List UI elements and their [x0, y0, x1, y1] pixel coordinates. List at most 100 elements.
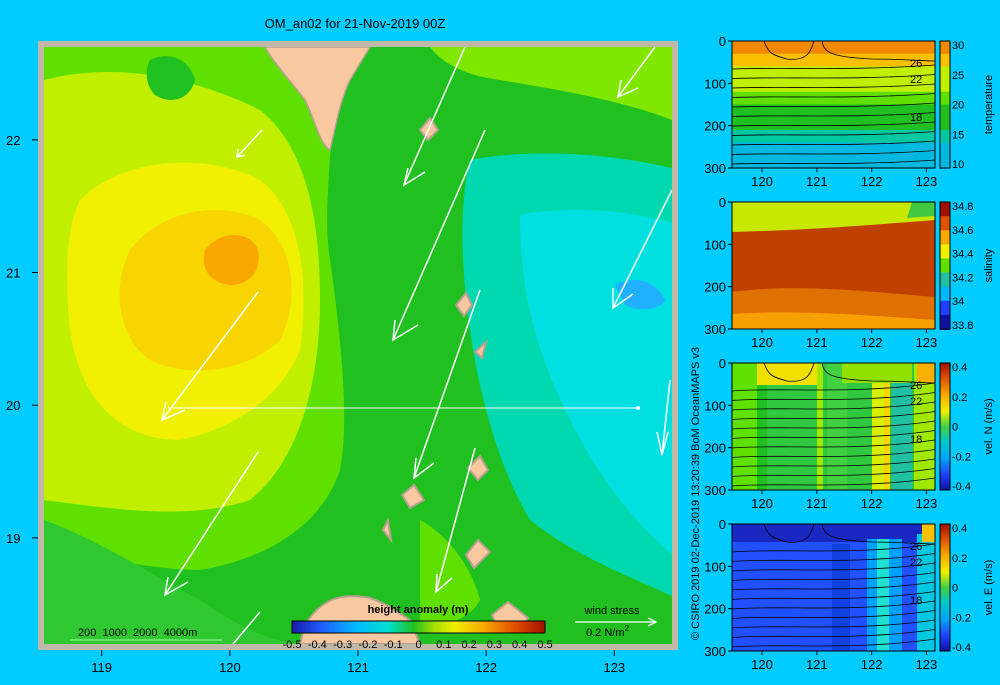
section-field [732, 202, 935, 329]
wind-arrow [402, 47, 466, 187]
panel-colorbar-tick: 10 [952, 159, 964, 171]
salinity-deep-2 [732, 312, 935, 329]
wind-arrow [160, 291, 259, 422]
isotherm-contour [732, 93, 935, 98]
panel-colorbar-tick: 0 [952, 583, 958, 595]
contour-label: 22 [910, 396, 922, 408]
isotherm-contour [763, 363, 815, 382]
depth-tick-label: 0 [719, 517, 726, 532]
panel-colorbar-tick: -0.4 [952, 481, 971, 493]
land-taiwan [264, 47, 371, 152]
section-lon-tick-label: 121 [806, 174, 828, 189]
land-islet-7 [464, 538, 492, 570]
isotherm-contour [732, 553, 935, 562]
field-n-green [146, 56, 195, 100]
depth-tick-label: 0 [719, 195, 726, 210]
colorbar-cell [940, 104, 950, 119]
section-lon-tick-label: 122 [861, 335, 883, 350]
colorbar-tick-label: -0.3 [333, 639, 352, 651]
panel-colorbar-tick: -0.2 [952, 451, 971, 463]
vele-column-3 [877, 539, 889, 651]
isotherm-contour [732, 591, 935, 600]
field-eddy-yellow [119, 210, 292, 371]
colorbar-tick-label: -0.2 [358, 639, 377, 651]
section-lon-tick-label: 120 [751, 496, 773, 511]
isotherm-contour [732, 629, 935, 638]
isotherm-contour [821, 363, 935, 384]
colorbar-cell [940, 244, 950, 260]
height-anomaly-colorbar [291, 620, 546, 634]
land-islet-5 [400, 483, 426, 510]
section-panel-salinity: 0 100 200 300 120 121 122 123 34.8 34.6 34.4 34.2 34… [704, 195, 995, 350]
panel-colorbar-tick: 33.8 [952, 320, 973, 332]
isotherm-contour [732, 83, 935, 89]
panel-colorbar-tick: 0.2 [952, 392, 967, 404]
isotherm-contour [732, 562, 935, 572]
veln-surface-2 [842, 363, 912, 383]
wind-arrow [656, 379, 671, 456]
veln-column [827, 363, 847, 490]
land-islet-4 [466, 454, 490, 482]
panel-colorbar [939, 201, 951, 330]
isotherm-contour [732, 411, 935, 420]
section-field: 26 22 18 [732, 524, 935, 651]
isotherm-contour [732, 477, 935, 487]
section-frame [731, 40, 936, 169]
colorbar-cell [940, 524, 950, 651]
isotherm-contour [732, 131, 935, 136]
isotherm-contour [732, 150, 935, 155]
section-lon-tick-label: 122 [861, 657, 883, 672]
section-lon-tick-label: 122 [861, 496, 883, 511]
colorbar-cell [940, 79, 950, 93]
map-lon-tick-label: 123 [603, 660, 625, 675]
section-lon-tick-label: 123 [916, 657, 938, 672]
panel-colorbar-tick: 15 [952, 129, 964, 141]
isotherm-contour [732, 74, 935, 79]
isotherm-contour [732, 121, 935, 127]
field-east-blue [615, 280, 665, 310]
colorbar-tick-label: -0.5 [283, 639, 302, 651]
wind-arrow [413, 289, 481, 480]
copyright-label: © CSIRO 2019 02-Dec-2019 13:20:39 BoM Oc… [690, 347, 702, 640]
colorbar-cell [940, 363, 950, 490]
map-lon-tick-label: 119 [91, 660, 112, 675]
isotherm-contour [732, 112, 935, 117]
colorbar-tick-label: -0.4 [308, 639, 327, 651]
wind-stress-arrows [160, 47, 672, 644]
contour-label: 22 [910, 557, 922, 569]
map-lat-tick-label: 21 [6, 266, 20, 281]
veln-column [757, 363, 767, 490]
salinity-surface-green [907, 202, 935, 218]
depth-tick-label: 100 [704, 237, 726, 252]
section-lon-tick-label: 120 [751, 174, 773, 189]
wind-arrow [617, 47, 656, 99]
panel-variable-label: temperature [983, 75, 995, 134]
colorbar-cell [940, 202, 950, 218]
map-latitude-ticks: 22 21 20 19 [6, 133, 38, 546]
colorbar-cell [940, 216, 950, 232]
panel-colorbar-tick: 25 [952, 70, 964, 82]
colorbar-cell [940, 300, 950, 316]
depth-tick-label: 300 [704, 483, 726, 498]
field-ne-lightgreen [430, 47, 672, 120]
vele-surface [732, 524, 935, 542]
panel-colorbar [939, 523, 951, 652]
colorbar-tick-label: 0.5 [537, 639, 552, 651]
section-line-end [636, 406, 640, 410]
isotherm-contour [732, 458, 935, 468]
wind-stress-label: wind stress [583, 605, 640, 617]
section-panel-temperature: 26 22 18 0 100 200 300 120 121 122 123 30 25 20 15 10 te… [704, 34, 995, 189]
contour-label: 18 [910, 595, 922, 607]
contour-label: 22 [910, 74, 922, 86]
salinity-surface [732, 202, 935, 232]
veln-column [892, 363, 912, 490]
map-title: OM_an02 for 21-Nov-2019 00Z [265, 16, 446, 31]
section-lon-tick-label: 123 [916, 335, 938, 350]
colorbar-cell [940, 155, 950, 169]
map-lat-tick-label: 20 [6, 398, 20, 413]
colorbar-cell [940, 53, 950, 68]
panel-colorbar-tick: 0.4 [952, 523, 967, 535]
wind-arrow [236, 129, 263, 158]
contour-label: 26 [910, 380, 922, 392]
depth-tick-label: 300 [704, 644, 726, 659]
